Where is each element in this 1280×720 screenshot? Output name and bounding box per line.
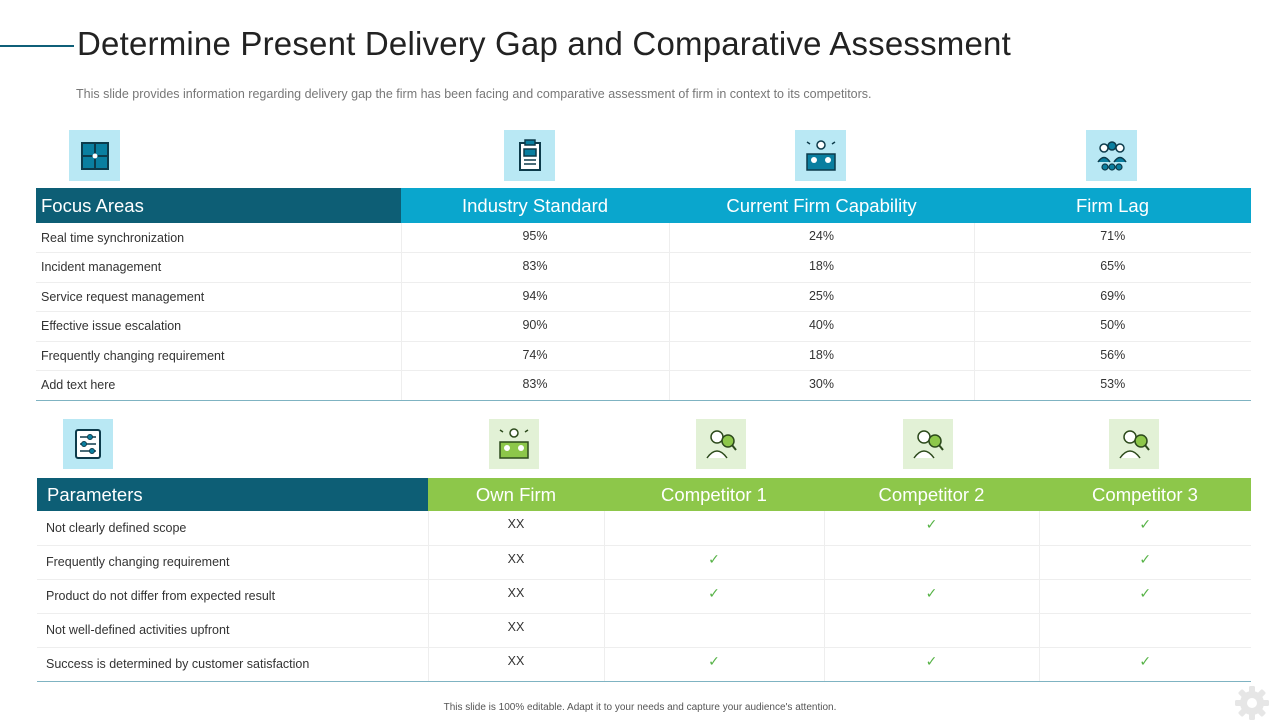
industry-standard-cell: 95% <box>400 223 669 253</box>
header-industry-standard: Industry Standard <box>401 188 669 223</box>
window-icon <box>69 130 120 181</box>
table-row: Not well-defined activities upfront XX <box>37 613 1251 648</box>
current-capability-cell: 18% <box>668 341 974 371</box>
competitor-1-cell: ✓ <box>603 545 824 580</box>
header-competitor-1: Competitor 1 <box>604 478 824 511</box>
own-firm-cell: XX <box>427 613 604 648</box>
presenter-icon <box>795 130 846 181</box>
industry-standard-cell: 94% <box>400 282 669 312</box>
page-title: Determine Present Delivery Gap and Compa… <box>77 25 1011 62</box>
analyst-icon <box>1109 419 1159 469</box>
parameter-cell: Success is determined by customer satisf… <box>37 647 428 682</box>
competitor-1-cell: ✓ <box>603 647 824 682</box>
competitor-2-cell: ✓ <box>823 579 1039 614</box>
own-firm-cell: XX <box>427 579 604 614</box>
table-row: Add text here 83% 30% 53% <box>36 370 1251 401</box>
header-firm-lag: Firm Lag <box>974 188 1251 223</box>
competitor-3-cell: ✓ <box>1038 511 1251 546</box>
firm-lag-cell: 69% <box>973 282 1251 312</box>
table-row: Success is determined by customer satisf… <box>37 647 1251 682</box>
table-header-row: Parameters Own Firm Competitor 1 Competi… <box>37 478 1251 511</box>
parameter-cell: Not well-defined activities upfront <box>37 613 428 648</box>
firm-lag-cell: 53% <box>973 370 1251 401</box>
current-capability-cell: 18% <box>668 252 974 283</box>
sliders-icon <box>63 419 113 469</box>
industry-standard-cell: 90% <box>400 311 669 342</box>
competitor-3-cell: ✓ <box>1038 647 1251 682</box>
focus-area-cell: Service request management <box>36 282 401 312</box>
firm-lag-cell: 56% <box>973 341 1251 371</box>
competitor-3-cell: ✓ <box>1038 545 1251 580</box>
table-header-row: Focus Areas Industry Standard Current Fi… <box>36 188 1251 223</box>
title-accent-line <box>0 45 74 47</box>
industry-standard-cell: 83% <box>400 252 669 283</box>
parameter-cell: Frequently changing requirement <box>37 545 428 580</box>
header-focus-areas: Focus Areas <box>36 188 401 223</box>
competitor-1-cell <box>603 613 824 648</box>
table-row: Not clearly defined scope XX ✓ ✓ <box>37 511 1251 546</box>
table-row: Frequently changing requirement XX ✓ ✓ <box>37 545 1251 580</box>
table-row: Frequently changing requirement 74% 18% … <box>36 341 1251 371</box>
header-competitor-2: Competitor 2 <box>824 478 1039 511</box>
gear-icon[interactable] <box>1232 683 1272 720</box>
analyst-icon <box>696 419 746 469</box>
focus-area-cell: Frequently changing requirement <box>36 341 401 371</box>
analyst-icon <box>903 419 953 469</box>
team-icon <box>1086 130 1137 181</box>
own-firm-cell: XX <box>427 511 604 546</box>
industry-standard-cell: 74% <box>400 341 669 371</box>
header-competitor-3: Competitor 3 <box>1039 478 1251 511</box>
focus-area-cell: Effective issue escalation <box>36 311 401 342</box>
competitor-3-cell: ✓ <box>1038 579 1251 614</box>
table-row: Effective issue escalation 90% 40% 50% <box>36 311 1251 342</box>
focus-area-cell: Add text here <box>36 370 401 401</box>
current-capability-cell: 40% <box>668 311 974 342</box>
header-current-firm-capability: Current Firm Capability <box>669 188 974 223</box>
parameter-cell: Product do not differ from expected resu… <box>37 579 428 614</box>
firm-lag-cell: 65% <box>973 252 1251 283</box>
current-capability-cell: 25% <box>668 282 974 312</box>
delivery-gap-table: Focus Areas Industry Standard Current Fi… <box>36 188 1251 401</box>
clipboard-icon <box>504 130 555 181</box>
competitor-3-cell <box>1038 613 1251 648</box>
table-row: Incident management 83% 18% 65% <box>36 252 1251 283</box>
footer-note: This slide is 100% editable. Adapt it to… <box>443 702 837 713</box>
competitor-2-cell <box>823 613 1039 648</box>
own-firm-cell: XX <box>427 545 604 580</box>
parameter-cell: Not clearly defined scope <box>37 511 428 546</box>
firm-lag-cell: 71% <box>973 223 1251 253</box>
competitor-1-cell <box>603 511 824 546</box>
competitor-2-cell <box>823 545 1039 580</box>
table-row: Real time synchronization 95% 24% 71% <box>36 223 1251 253</box>
header-parameters: Parameters <box>37 478 428 511</box>
focus-area-cell: Incident management <box>36 252 401 283</box>
current-capability-cell: 24% <box>668 223 974 253</box>
table-row: Product do not differ from expected resu… <box>37 579 1251 614</box>
own-firm-cell: XX <box>427 647 604 682</box>
header-own-firm: Own Firm <box>428 478 604 511</box>
industry-standard-cell: 83% <box>400 370 669 401</box>
competitor-2-cell: ✓ <box>823 647 1039 682</box>
presenter-icon <box>489 419 539 469</box>
table-row: Service request management 94% 25% 69% <box>36 282 1251 312</box>
focus-area-cell: Real time synchronization <box>36 223 401 253</box>
current-capability-cell: 30% <box>668 370 974 401</box>
page-subtitle: This slide provides information regardin… <box>76 87 872 101</box>
comparative-assessment-table: Parameters Own Firm Competitor 1 Competi… <box>37 478 1251 682</box>
competitor-2-cell: ✓ <box>823 511 1039 546</box>
competitor-1-cell: ✓ <box>603 579 824 614</box>
firm-lag-cell: 50% <box>973 311 1251 342</box>
